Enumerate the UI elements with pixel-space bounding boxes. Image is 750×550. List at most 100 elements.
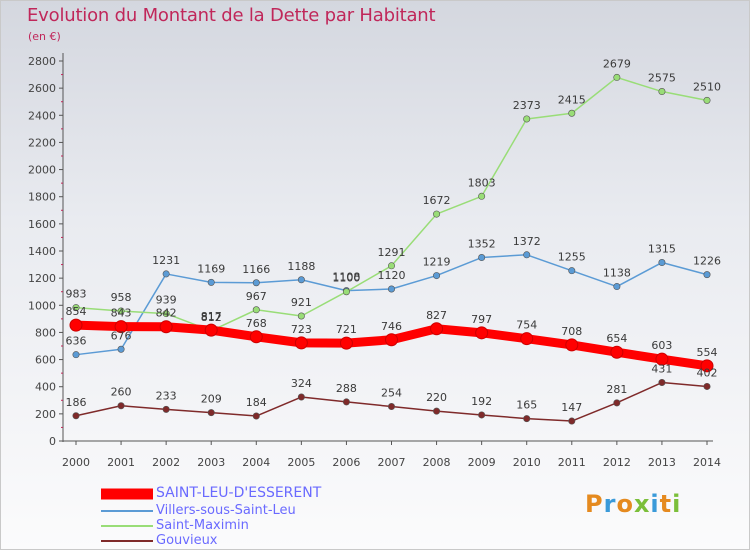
data-label-saint-maximin: 958	[111, 291, 132, 304]
data-label-gouvieux: 402	[697, 366, 718, 379]
legend-swatch	[101, 524, 153, 527]
data-label-saint-maximin: 1291	[378, 246, 406, 259]
data-label-villers-sous-saint-leu: 1120	[378, 269, 406, 282]
data-point-saint-maximin	[478, 192, 486, 200]
x-tick-label: 2006	[332, 456, 360, 469]
y-tick-label: 2800	[28, 55, 56, 68]
data-point-gouvieux	[523, 415, 531, 423]
data-label-saint-maximin: 939	[156, 294, 177, 307]
data-label-villers-sous-saint-leu: 1226	[693, 255, 721, 268]
data-point-saint-leu-d-esserent	[69, 318, 83, 332]
data-point-gouvieux	[207, 409, 215, 417]
data-label-villers-sous-saint-leu: 1372	[513, 235, 541, 248]
y-tick-label: 0	[49, 435, 56, 448]
logo-letter: i	[672, 490, 682, 518]
data-point-saint-maximin	[433, 210, 441, 218]
data-point-villers-sous-saint-leu	[207, 278, 215, 286]
data-label-saint-leu-d-esserent: 723	[291, 323, 312, 336]
data-label-villers-sous-saint-leu: 1138	[603, 267, 631, 280]
data-label-gouvieux: 147	[561, 401, 582, 414]
logo-letter: r	[603, 490, 617, 518]
legend-item-saint-leu-d-esserent: SAINT-LEU-D'ESSERENT	[101, 484, 441, 503]
logo-letter: P	[585, 490, 604, 518]
data-point-saint-maximin	[658, 88, 666, 96]
y-tick-label: 2600	[28, 82, 56, 95]
x-tick-label: 2010	[513, 456, 541, 469]
data-point-saint-leu-d-esserent	[475, 326, 489, 340]
legend-swatch	[101, 539, 153, 542]
data-point-gouvieux	[387, 403, 395, 411]
data-label-saint-maximin: 2510	[693, 80, 721, 93]
data-point-gouvieux	[162, 405, 170, 413]
x-tick-label: 2013	[648, 456, 676, 469]
y-tick-label: 1200	[28, 272, 56, 285]
logo-letter: t	[659, 490, 673, 518]
data-point-saint-leu-d-esserent	[159, 320, 173, 334]
logo-letter: x	[633, 490, 651, 518]
data-point-gouvieux	[72, 412, 80, 420]
legend-swatch	[101, 488, 153, 499]
data-point-saint-maximin	[568, 109, 576, 117]
data-point-villers-sous-saint-leu	[162, 270, 170, 278]
x-tick-label: 2007	[378, 456, 406, 469]
data-point-saint-leu-d-esserent	[565, 338, 579, 352]
data-label-villers-sous-saint-leu: 676	[111, 329, 132, 342]
data-label-saint-leu-d-esserent: 797	[471, 313, 492, 326]
x-tick-label: 2001	[107, 456, 135, 469]
data-point-saint-maximin	[703, 96, 711, 104]
data-label-saint-maximin: 2575	[648, 72, 676, 85]
x-tick-label: 2011	[558, 456, 586, 469]
data-point-saint-leu-d-esserent	[700, 359, 714, 373]
y-tick-label: 200	[35, 408, 56, 421]
data-point-villers-sous-saint-leu	[117, 345, 125, 353]
data-point-saint-leu-d-esserent	[655, 352, 669, 366]
x-tick-label: 2002	[152, 456, 180, 469]
x-tick-label: 2003	[197, 456, 225, 469]
data-point-gouvieux	[117, 402, 125, 410]
y-tick-label: 1000	[28, 299, 56, 312]
data-point-gouvieux	[703, 382, 711, 390]
data-point-saint-maximin	[342, 288, 350, 296]
data-label-gouvieux: 324	[291, 377, 312, 390]
data-point-saint-leu-d-esserent	[204, 323, 218, 337]
data-point-saint-maximin	[252, 306, 260, 314]
legend-item-gouvieux: Gouvieux	[101, 533, 441, 548]
data-point-villers-sous-saint-leu	[252, 279, 260, 287]
data-label-gouvieux: 220	[426, 391, 447, 404]
data-label-gouvieux: 281	[606, 383, 627, 396]
y-tick-label: 600	[35, 354, 56, 367]
x-tick-label: 2005	[287, 456, 315, 469]
data-point-villers-sous-saint-leu	[478, 254, 486, 262]
data-point-villers-sous-saint-leu	[72, 351, 80, 359]
data-point-villers-sous-saint-leu	[297, 276, 305, 284]
data-label-saint-maximin: 2679	[603, 57, 631, 70]
y-tick-label: 800	[35, 326, 56, 339]
data-point-saint-leu-d-esserent	[249, 330, 263, 344]
legend-swatch	[101, 509, 153, 512]
data-point-saint-maximin	[523, 115, 531, 123]
data-label-saint-leu-d-esserent: 817	[201, 310, 222, 323]
data-point-saint-maximin	[613, 73, 621, 81]
data-label-gouvieux: 184	[246, 396, 267, 409]
data-point-saint-leu-d-esserent	[430, 322, 444, 336]
data-point-saint-maximin	[162, 310, 170, 318]
data-point-villers-sous-saint-leu	[613, 283, 621, 291]
data-label-gouvieux: 186	[66, 396, 87, 409]
data-label-villers-sous-saint-leu: 1188	[287, 260, 315, 273]
data-point-saint-maximin	[297, 312, 305, 320]
data-point-saint-leu-d-esserent	[610, 345, 624, 359]
data-point-saint-maximin	[72, 304, 80, 312]
data-point-gouvieux	[568, 417, 576, 425]
legend-item-saint-maximin: Saint-Maximin	[101, 518, 441, 533]
y-tick-label: 400	[35, 381, 56, 394]
data-point-gouvieux	[613, 399, 621, 407]
data-label-saint-maximin: 983	[66, 288, 87, 301]
data-point-villers-sous-saint-leu	[703, 271, 711, 279]
y-tick-label: 2200	[28, 136, 56, 149]
data-label-saint-maximin: 1100	[332, 272, 360, 285]
data-label-gouvieux: 288	[336, 382, 357, 395]
data-point-villers-sous-saint-leu	[658, 259, 666, 267]
data-label-saint-maximin: 1803	[468, 176, 496, 189]
data-label-gouvieux: 233	[156, 389, 177, 402]
